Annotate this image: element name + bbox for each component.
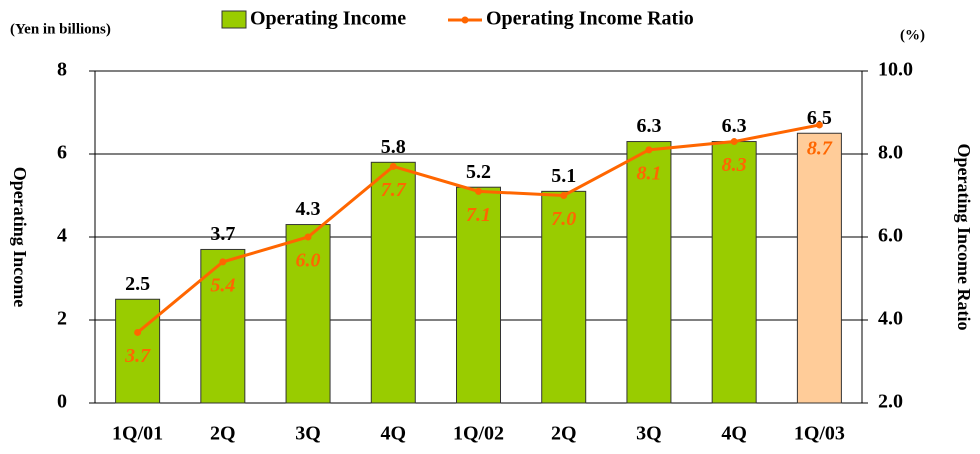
y-tick-label: 0 [57, 391, 67, 413]
x-tick-label: 2Q [551, 423, 577, 445]
y2-tick-label: 10.0 [878, 59, 913, 81]
x-tick-label: 3Q [295, 423, 321, 445]
bar [370, 161, 416, 404]
bar [541, 190, 587, 404]
ratio-value-label: 6.0 [296, 250, 321, 272]
legend-swatch [221, 10, 247, 29]
bar [285, 224, 331, 404]
y-tick-label: 6 [57, 142, 67, 164]
bar-value-label: 3.7 [210, 223, 235, 245]
y-tick-label: 8 [57, 59, 67, 81]
bar-value-label: 6.3 [636, 115, 661, 137]
y2-tick-label: 6.0 [878, 225, 903, 247]
ratio-value-label: 7.7 [381, 179, 407, 201]
x-tick-label: 3Q [636, 423, 662, 445]
y2-axis-label: Operating Income Ratio [954, 144, 974, 331]
ratio-value-label: 8.1 [636, 162, 661, 184]
y-tick-label: 4 [57, 225, 67, 247]
y2-tick-label: 4.0 [878, 308, 903, 330]
ratio-point [389, 162, 397, 170]
bar [626, 141, 672, 404]
x-tick-label: 4Q [721, 423, 747, 445]
ratio-point [475, 187, 482, 195]
y-axis-label: Operating Income [10, 167, 30, 307]
bar [711, 141, 757, 404]
ratio-point [219, 258, 227, 266]
bar-value-label: 6.3 [722, 115, 747, 137]
y2-tick-label: 8.0 [878, 142, 903, 164]
bar-value-label: 2.5 [125, 273, 150, 295]
y-unit: (Yen in billions) [10, 21, 111, 37]
x-tick-label: 2Q [210, 423, 236, 445]
y2-unit: (%) [900, 27, 925, 43]
bar-value-label: 6.5 [807, 107, 832, 129]
ratio-value-label: 7.0 [551, 208, 576, 230]
x-tick-label: 1Q/01 [112, 423, 163, 445]
ratio-point [730, 138, 738, 146]
bar-value-label: 5.8 [381, 136, 406, 158]
ratio-point [560, 192, 568, 199]
bar [200, 248, 246, 404]
bar [115, 298, 161, 404]
ratio-point [645, 146, 653, 154]
bar-value-label: 4.3 [296, 198, 321, 220]
ratio-value-label: 5.4 [210, 274, 235, 296]
bar [456, 186, 501, 404]
bar [796, 132, 842, 404]
x-tick-label: 1Q/02 [453, 423, 504, 445]
ratio-point [134, 328, 142, 336]
bar-value-label: 5.2 [466, 161, 491, 183]
ratio-point [815, 121, 823, 129]
bar-value-label: 5.1 [551, 165, 576, 187]
y2-tick-label: 2.0 [878, 391, 903, 413]
ratio-point [304, 233, 312, 241]
x-tick-label: 1Q/03 [794, 423, 845, 445]
legend-marker [461, 16, 469, 24]
legend-label: Operating Income Ratio [486, 8, 694, 30]
legend-label: Operating Income [250, 8, 406, 30]
ratio-value-label: 7.1 [466, 204, 491, 226]
ratio-value-label: 8.7 [807, 138, 833, 160]
y-tick-label: 2 [57, 308, 67, 330]
x-tick-label: 4Q [380, 423, 406, 445]
ratio-value-label: 3.7 [124, 345, 151, 367]
ratio-value-label: 8.3 [722, 154, 747, 176]
